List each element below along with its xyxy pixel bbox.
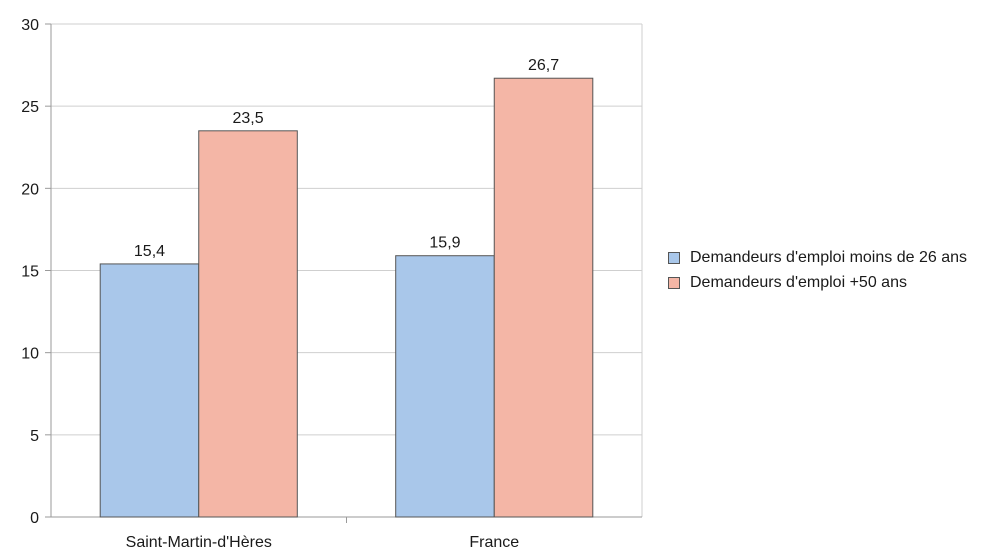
data-label: 15,9 [429, 235, 460, 252]
y-tick-label: 15 [21, 264, 39, 281]
data-labels: 15,4 23,5 15,9 26,7 [134, 57, 559, 260]
bar [99, 263, 200, 518]
y-tick-labels: 0 5 10 15 20 25 30 [21, 17, 39, 527]
y-tick-label: 0 [30, 510, 39, 527]
data-label: 23,5 [232, 110, 263, 127]
bar [493, 77, 594, 518]
legend-label-under-26: Demandeurs d'emploi moins de 26 ans [690, 249, 967, 266]
legend: Demandeurs d'emploi moins de 26 ans Dema… [668, 248, 980, 298]
legend-item-over-50: Demandeurs d'emploi +50 ans [668, 273, 980, 292]
legend-swatch-over-50 [668, 277, 680, 289]
legend-item-under-26: Demandeurs d'emploi moins de 26 ans [668, 248, 980, 267]
y-tick-label: 25 [21, 99, 39, 116]
x-tick-label: Saint-Martin-d'Hères [126, 534, 272, 551]
y-tick-label: 30 [21, 17, 39, 34]
legend-swatch-under-26 [668, 252, 680, 264]
x-tick-label: France [469, 534, 519, 551]
data-label: 26,7 [528, 57, 559, 74]
y-tick-label: 10 [21, 346, 39, 363]
bars [99, 77, 594, 518]
legend-label-over-50: Demandeurs d'emploi +50 ans [690, 274, 907, 291]
y-tick-label: 5 [30, 428, 39, 445]
y-tick-label: 20 [21, 181, 39, 198]
data-label: 15,4 [134, 243, 165, 260]
bar [395, 255, 495, 518]
x-tick-labels: Saint-Martin-d'Hères France [126, 534, 520, 551]
bar [198, 130, 298, 518]
